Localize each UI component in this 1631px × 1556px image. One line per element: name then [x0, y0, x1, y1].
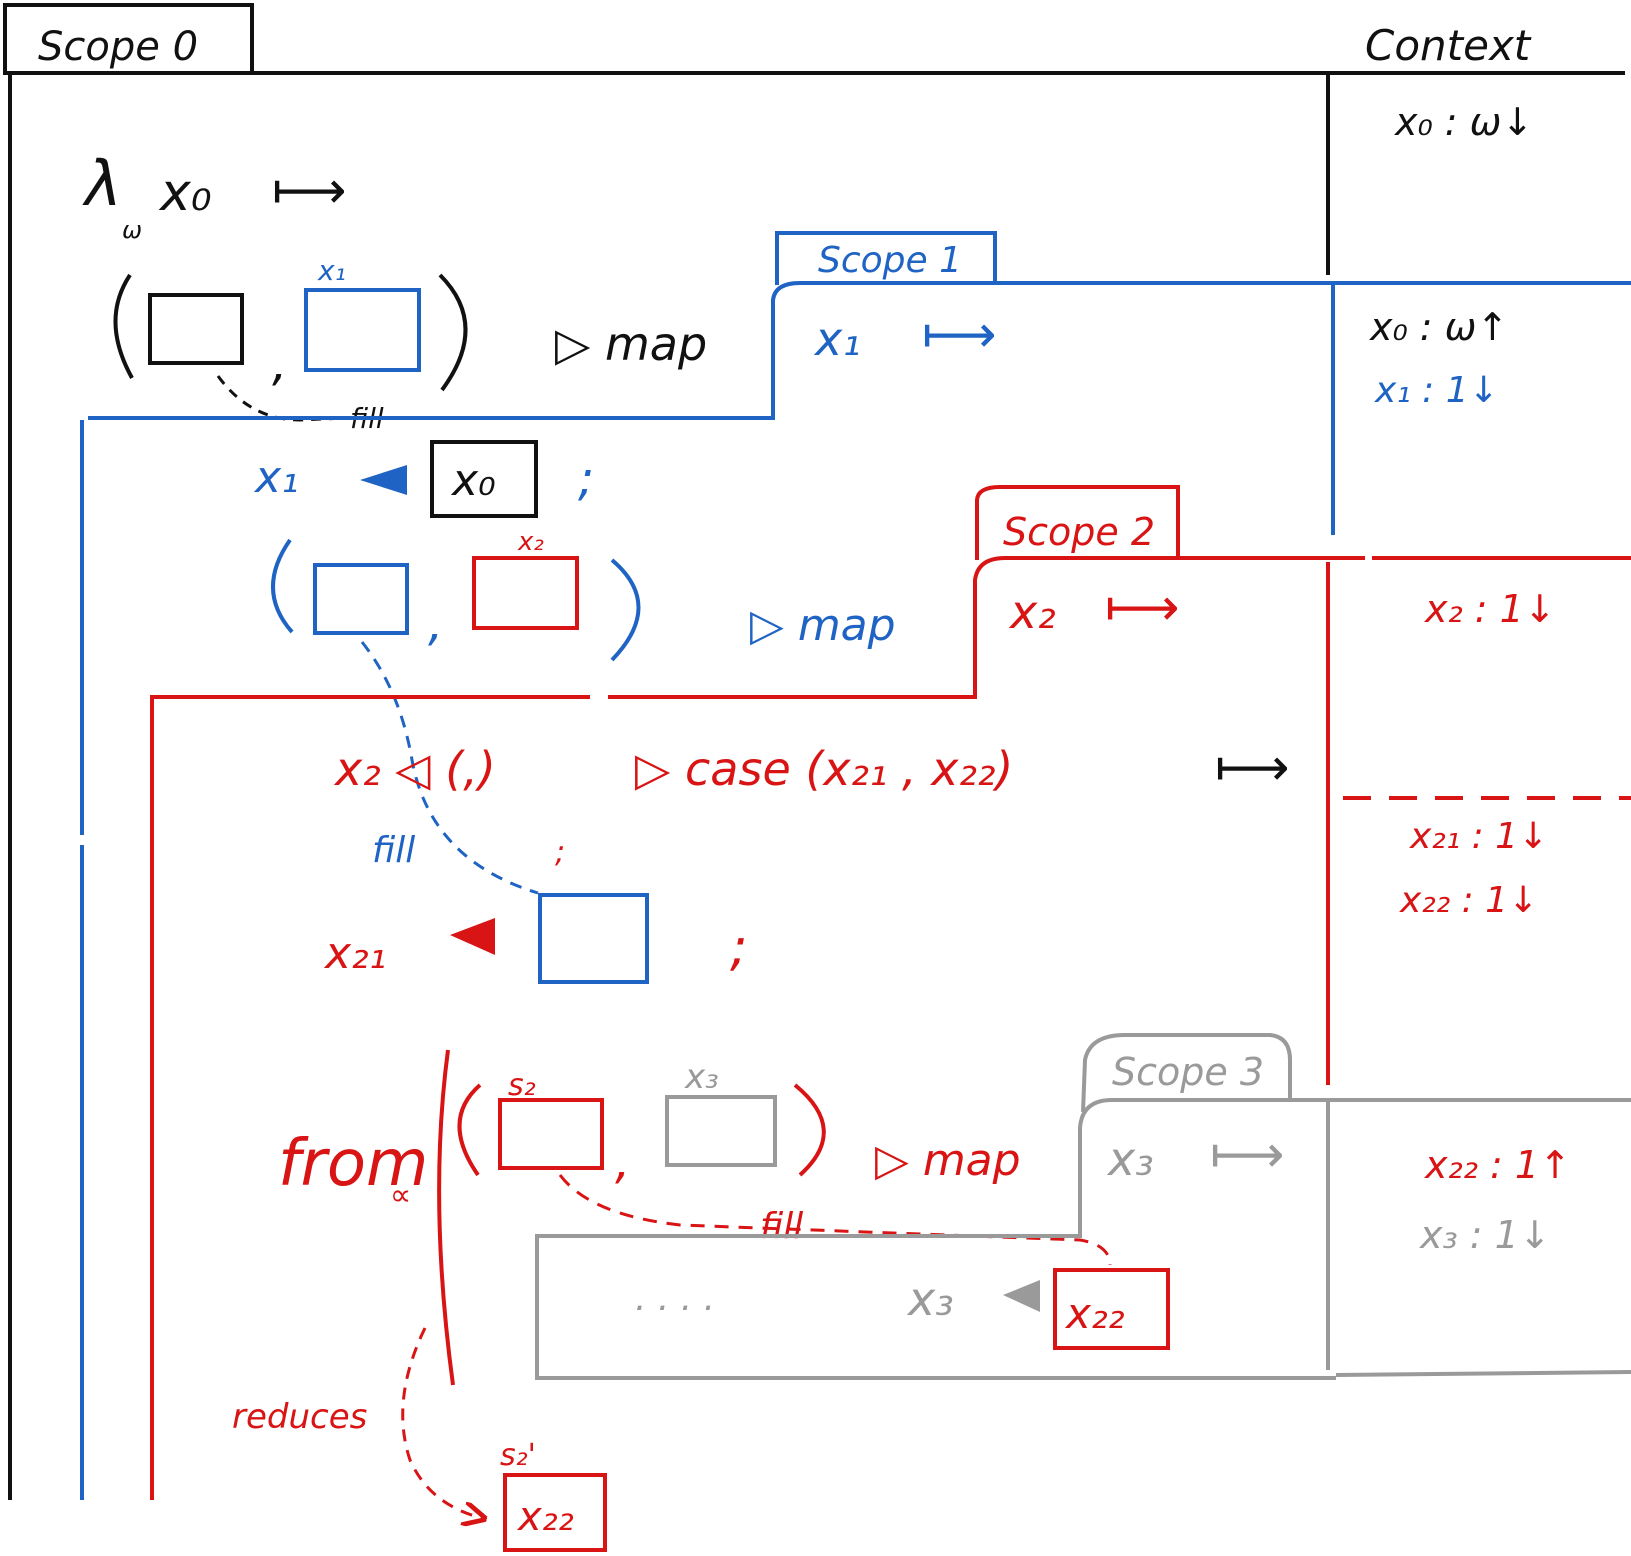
context-scope1-x1: x₁ : 1↓: [1374, 370, 1499, 411]
from-keyword: from: [278, 1127, 428, 1201]
x22-value-box: [1053, 1268, 1170, 1350]
x21-assign-target: x₂₁: [323, 928, 386, 979]
context-scope2-x22: x₂₂ : 1↓: [1399, 880, 1538, 921]
hole-box-x3: [665, 1095, 777, 1167]
semicolon-case: ;: [555, 835, 565, 870]
fill-triangle-2: [450, 918, 495, 955]
map-1: ▷ map: [555, 317, 707, 371]
semicolon-1: ;: [578, 451, 594, 507]
lambda-subscript: ω: [122, 216, 142, 244]
x2-hole-label: x₂: [517, 527, 544, 557]
s2-prime-label: s₂': [500, 1438, 536, 1473]
hole-box-s2: [498, 1098, 604, 1170]
hole-box-black: [148, 293, 244, 365]
x2-binder: x₂: [1008, 585, 1056, 639]
maps-to-arrow-2: ⟼: [1105, 578, 1180, 638]
maps-to-arrow-case: ⟼: [1215, 738, 1290, 798]
context-scope0-entry: x₀ : ω↓: [1394, 100, 1533, 144]
scope-3-frame: [535, 1033, 1631, 1380]
x22-value: x₂₂: [1064, 1289, 1125, 1338]
context-scope1-x0: x₀ : ω↑: [1369, 305, 1508, 349]
x22-result-box: [503, 1473, 607, 1552]
hole-box-x1: [304, 288, 421, 372]
fill-label-1: fill: [372, 830, 415, 871]
context-scope2-x2: x₂ : 1↓: [1424, 587, 1556, 631]
tuple-comma-3: ,: [615, 1134, 630, 1190]
s2-hole-label: s₂: [508, 1068, 536, 1103]
lambda-symbol: λ: [82, 147, 122, 220]
fill-triangle-1: [360, 465, 407, 495]
scope-2-frame: [150, 485, 1631, 1500]
scope-1-tab-label: Scope 1: [818, 240, 962, 281]
fill-label-2: fill: [760, 1206, 803, 1247]
context-header: Context: [1365, 21, 1532, 70]
context-scope2-x21: x₂₁ : 1↓: [1409, 816, 1548, 857]
scope-2-tab-label: Scope 2: [1003, 510, 1155, 554]
semicolon-2: ;: [730, 918, 748, 978]
x0-value: x₀: [450, 455, 496, 506]
reduces-label: reduces: [232, 1397, 367, 1437]
scope-3-tab-label: Scope 3: [1112, 1050, 1264, 1094]
hole-box-x2: [472, 556, 579, 630]
maps-to-arrow-3: ⟼: [1210, 1125, 1285, 1185]
tuple2-open-bracket: [271, 538, 294, 634]
hole-box-blue: [313, 563, 409, 635]
x1-hole-label: x₁: [317, 254, 346, 287]
x3-hole-label: x₃: [684, 1057, 719, 1097]
x3-assign-target: x₃: [906, 1272, 954, 1326]
ellipsis: . . . .: [635, 1278, 715, 1319]
x0-value-box: [430, 440, 538, 518]
case-line-rest: ▷ case (x₂₁ , x₂₂): [635, 742, 1013, 796]
context-scope3-x3: x₃ : 1↓: [1419, 1213, 1551, 1257]
hole-box-blue-2: [538, 893, 649, 984]
reduces-arrow: [401, 1327, 482, 1518]
scope-0-tab-label: Scope 0: [38, 24, 198, 70]
x22-result: x₂₂: [516, 1494, 574, 1540]
fill-arrow-1: [360, 641, 539, 895]
tuple2-close-bracket: [610, 558, 641, 662]
map-2: ▷ map: [750, 600, 896, 651]
tuple-close-bracket: [438, 273, 468, 392]
scope-1-frame: [80, 231, 1631, 1500]
tuple-comma-2: ,: [428, 596, 443, 652]
context-scope3-x22: x₂₂ : 1↑: [1424, 1143, 1571, 1187]
x3-binder: x₃: [1106, 1132, 1154, 1186]
maps-to-arrow-1: ⟼: [922, 305, 997, 365]
fill-triangle-3: [1003, 1280, 1040, 1312]
x1-binder: x₁: [813, 312, 861, 366]
from-bracket-line: [437, 1049, 455, 1386]
tuple-open-bracket: [113, 273, 134, 379]
tuple3-close-bracket: [793, 1083, 826, 1177]
from-subscript: ∝: [390, 1178, 411, 1213]
case-line-prefix: x₂ ◁ (,): [333, 742, 496, 796]
maps-to-arrow-0: ⟼: [272, 161, 347, 221]
x0-binder: x₀: [158, 163, 212, 223]
x1-assign-target: x₁: [253, 452, 299, 503]
tuple3-open-bracket: [457, 1083, 482, 1177]
map-3: ▷ map: [875, 1135, 1021, 1186]
scope-0-frame: [3, 3, 1625, 1500]
fill-arrow-2: [558, 1174, 1112, 1266]
tuple-comma-1: ,: [272, 336, 287, 392]
